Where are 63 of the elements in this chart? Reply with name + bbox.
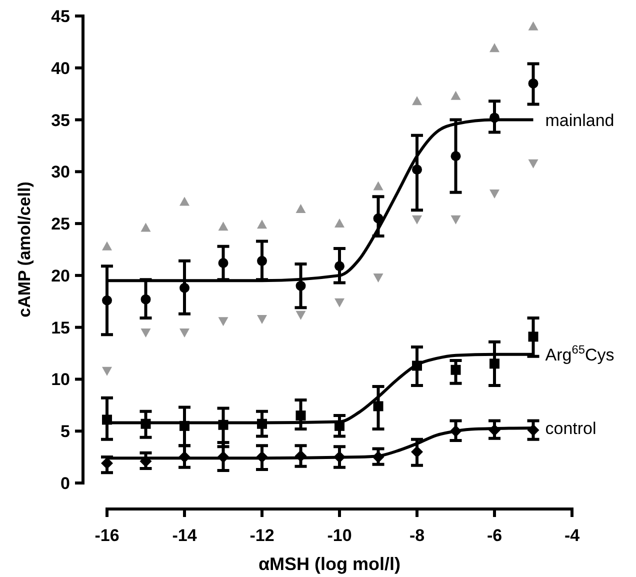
series-label: Arg$^{65}$Cys <box>545 342 614 364</box>
y-tick-label: 30 <box>51 162 70 182</box>
point <box>102 366 112 376</box>
point <box>411 446 423 458</box>
point <box>450 215 461 224</box>
point <box>180 328 190 338</box>
x-axis-title: αMSH (log mol/l) <box>258 554 401 574</box>
point <box>296 280 306 291</box>
point <box>528 332 538 342</box>
y-tick-label: 40 <box>51 58 70 78</box>
y-tick-label: 45 <box>51 7 70 26</box>
x-tick-label: -6 <box>486 526 502 545</box>
point <box>450 90 461 100</box>
point <box>180 196 190 206</box>
x-tick-label: -8 <box>409 526 425 545</box>
y-tick-label: 35 <box>51 110 70 130</box>
point <box>140 294 151 304</box>
y-axis-title: cAMP (amol/cell) <box>15 182 34 318</box>
point <box>528 21 538 30</box>
point <box>218 258 228 268</box>
point <box>412 164 422 175</box>
point <box>334 298 344 308</box>
y-tick-label: 20 <box>51 266 70 286</box>
point <box>490 43 500 52</box>
y-tick-label: 15 <box>51 318 70 338</box>
point <box>140 222 151 232</box>
point <box>490 189 500 198</box>
point <box>296 410 306 421</box>
y-tick-label: 5 <box>60 422 70 442</box>
x-tick-label: -12 <box>250 526 274 545</box>
point <box>257 315 267 324</box>
point <box>373 274 384 283</box>
series-label: control <box>545 419 596 438</box>
point <box>218 222 228 231</box>
point <box>450 151 461 162</box>
point <box>490 358 500 369</box>
point <box>373 181 384 190</box>
x-tick-label: -4 <box>564 526 580 545</box>
y-tick-label: 10 <box>51 370 70 390</box>
point <box>180 282 190 293</box>
point <box>296 204 306 214</box>
x-tick-label: -14 <box>172 526 198 545</box>
point <box>412 215 422 224</box>
point <box>140 328 151 338</box>
point <box>412 96 422 106</box>
point <box>334 218 344 228</box>
series-label: mainland <box>545 110 614 130</box>
point <box>102 241 112 250</box>
x-tick-label: -10 <box>327 526 352 545</box>
point <box>528 78 538 88</box>
y-tick-label: 25 <box>51 214 70 234</box>
point <box>101 457 113 470</box>
point <box>218 317 228 326</box>
y-tick-label: 0 <box>60 474 70 493</box>
point <box>102 295 112 306</box>
point <box>450 364 461 375</box>
point <box>296 310 306 320</box>
point <box>257 256 267 266</box>
point <box>257 220 267 229</box>
point <box>528 159 538 168</box>
point <box>373 401 384 412</box>
x-tick-label: -16 <box>94 526 120 545</box>
point <box>334 261 344 272</box>
